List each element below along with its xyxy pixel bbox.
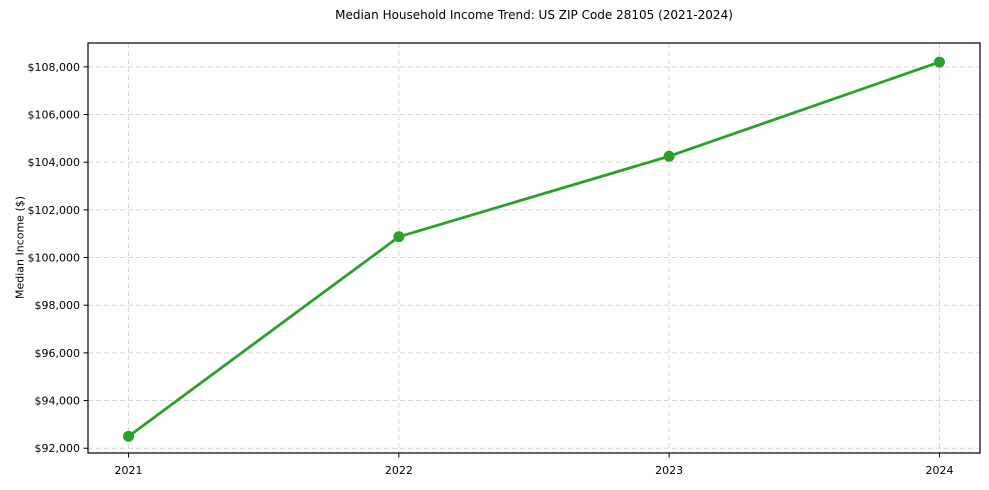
chart-title: Median Household Income Trend: US ZIP Co… [335,8,733,22]
data-point-2022 [393,231,405,243]
x-tick-label: 2022 [385,464,413,477]
x-tick-label: 2023 [655,464,683,477]
y-tick-label: $102,000 [28,204,81,217]
series-line [127,60,941,438]
x-tick-label: 2024 [925,464,953,477]
data-point-2021 [123,430,135,442]
data-point-2023 [663,150,675,162]
y-tick-label: $108,000 [28,61,81,74]
y-tick-label: $96,000 [35,347,81,360]
x-tick-label: 2021 [115,464,143,477]
x-tick-labels: 2021 2022 2023 2024 [115,464,954,477]
y-tick-label: $92,000 [35,442,81,455]
y-tick-label: $98,000 [35,299,81,312]
y-tick-label: $104,000 [28,156,81,169]
gridlines [88,43,980,453]
plot-border [87,42,981,454]
y-tick-label: $100,000 [28,252,81,265]
data-point-2024 [933,56,945,68]
y-tick-label: $94,000 [35,395,81,408]
tick-marks [83,66,940,458]
y-tick-label: $106,000 [28,109,81,122]
y-tick-labels: $92,000 $94,000 $96,000 $98,000 $100,000 $102… [28,61,81,455]
